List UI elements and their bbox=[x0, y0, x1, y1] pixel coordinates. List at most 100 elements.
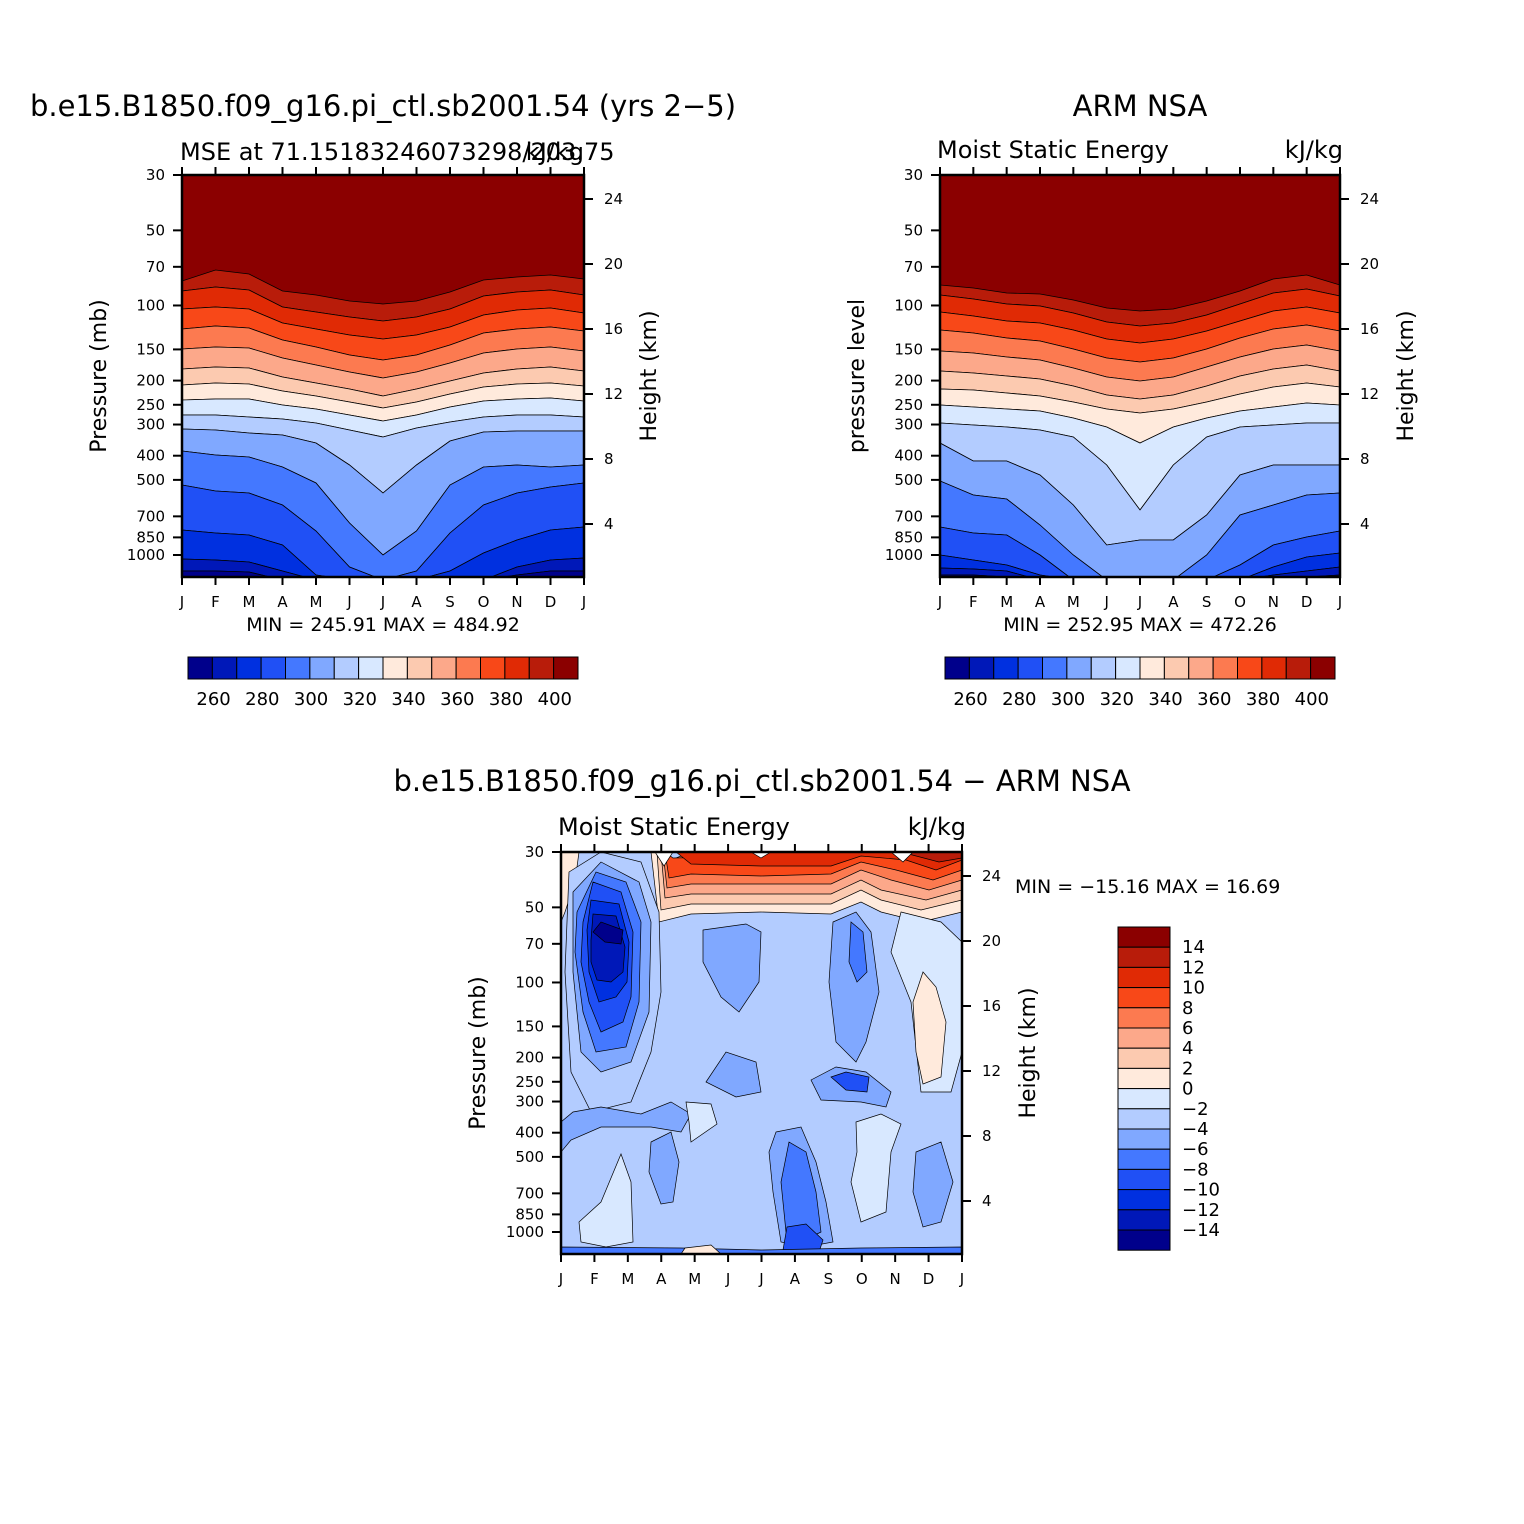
y-tick-label: 50 bbox=[904, 221, 923, 239]
panel-obs-subtitle-right: kJ/kg bbox=[1285, 136, 1343, 164]
colorbar-box bbox=[944, 656, 970, 680]
colorbar-label: 280 bbox=[245, 689, 279, 710]
colorbar-box bbox=[285, 656, 311, 680]
contour-band bbox=[702, 923, 762, 1013]
height-tick-label: 24 bbox=[604, 190, 623, 208]
x-tick-label: D bbox=[923, 1270, 935, 1288]
colorbar-label: 340 bbox=[391, 689, 425, 710]
x-tick-label: D bbox=[545, 593, 557, 611]
y-tick-label: 30 bbox=[525, 843, 544, 861]
colorbar-box bbox=[1117, 1047, 1171, 1069]
colorbar-box bbox=[1117, 1007, 1171, 1029]
y-tick-label: 250 bbox=[136, 396, 165, 414]
height-tick-label: 12 bbox=[604, 385, 623, 403]
y-tick-label: 500 bbox=[136, 471, 165, 489]
contour-band bbox=[750, 852, 772, 859]
colorbar-box bbox=[1188, 656, 1214, 680]
contour-band bbox=[890, 852, 914, 863]
y-tick-label: 700 bbox=[894, 507, 923, 525]
panel-diff-axes: J F M A M J J A S O N D J 30 50 70 100 150 200 250 300 400 500… bbox=[506, 843, 1001, 1288]
y-tick-label: 70 bbox=[146, 258, 165, 276]
colorbar-box bbox=[1139, 656, 1165, 680]
colorbar-label: 380 bbox=[1246, 689, 1280, 710]
y-tick-label: 100 bbox=[136, 296, 165, 314]
colorbar-box bbox=[1115, 656, 1141, 680]
y-tick-label: 1000 bbox=[885, 546, 923, 564]
x-tick-label: S bbox=[445, 593, 455, 611]
contour-band bbox=[685, 1101, 718, 1143]
colorbar-label: 4 bbox=[1182, 1038, 1193, 1059]
panel-diff-ylabel-right: Height (km) bbox=[1016, 987, 1041, 1118]
x-tick-label: O bbox=[856, 1270, 868, 1288]
x-tick-label: F bbox=[590, 1270, 599, 1288]
colorbar-label: 6 bbox=[1182, 1018, 1193, 1039]
height-tick-label: 8 bbox=[1360, 450, 1370, 468]
panel-model-subtitle-right: kJ/kg bbox=[526, 138, 584, 166]
contour-band bbox=[900, 852, 962, 863]
panel-model-ylabel: Pressure (mb) bbox=[87, 299, 112, 453]
colorbar-label: 2 bbox=[1182, 1058, 1193, 1079]
colorbar-label: 300 bbox=[294, 689, 328, 710]
y-tick-label: 1000 bbox=[506, 1223, 544, 1241]
panel-obs-title: ARM NSA bbox=[1073, 89, 1208, 123]
contour-band bbox=[680, 1244, 722, 1254]
panel-obs-colorbar: 260 280 300 320 340 360 380 400 bbox=[944, 656, 1336, 710]
panel-obs-minmax: MIN = 252.95 MAX = 472.26 bbox=[1003, 614, 1277, 636]
x-tick-label: M bbox=[243, 593, 256, 611]
y-tick-label: 150 bbox=[894, 340, 923, 358]
y-tick-label: 50 bbox=[146, 221, 165, 239]
x-tick-label: J bbox=[959, 1270, 964, 1288]
colorbar-label: −6 bbox=[1182, 1139, 1209, 1160]
colorbar-box bbox=[968, 656, 995, 680]
y-tick-label: 70 bbox=[904, 258, 923, 276]
panel-model-minmax: MIN = 245.91 MAX = 484.92 bbox=[246, 614, 520, 636]
x-tick-label: S bbox=[1202, 593, 1212, 611]
y-tick-label: 150 bbox=[136, 340, 165, 358]
colorbar-label: 260 bbox=[953, 689, 987, 710]
panel-diff: b.e15.B1850.f09_g16.pi_ctl.sb2001.54 − A… bbox=[393, 764, 1280, 1288]
colorbar-label: 400 bbox=[1295, 689, 1329, 710]
colorbar-label: −10 bbox=[1182, 1180, 1220, 1201]
height-tick-label: 4 bbox=[1360, 515, 1370, 533]
colorbar-box bbox=[1117, 926, 1171, 948]
contour-band bbox=[705, 1051, 762, 1098]
y-tick-label: 200 bbox=[894, 372, 923, 390]
y-tick-label: 400 bbox=[136, 447, 165, 465]
colorbar-box bbox=[1117, 1088, 1171, 1110]
colorbar-box bbox=[1117, 1229, 1171, 1251]
x-tick-label: J bbox=[725, 1270, 730, 1288]
x-tick-label: M bbox=[1000, 593, 1013, 611]
colorbar-box bbox=[1237, 656, 1263, 680]
colorbar-label: 320 bbox=[1100, 689, 1134, 710]
colorbar-label: 340 bbox=[1148, 689, 1182, 710]
colorbar-label: 300 bbox=[1051, 689, 1085, 710]
colorbar-label: 14 bbox=[1182, 937, 1205, 958]
colorbar-box bbox=[187, 656, 213, 680]
colorbar-box bbox=[1212, 656, 1238, 680]
colorbar-box bbox=[1117, 1168, 1171, 1191]
y-tick-label: 70 bbox=[525, 935, 544, 953]
colorbar-box bbox=[358, 656, 384, 680]
contour-band bbox=[830, 1071, 870, 1093]
x-tick-label: A bbox=[1168, 593, 1179, 611]
contour-band bbox=[654, 852, 674, 867]
panel-model-subtitle-left: MSE at 71.15183246073298/203.75 bbox=[180, 138, 614, 166]
colorbar-label: −8 bbox=[1182, 1159, 1209, 1180]
x-tick-label: J bbox=[179, 593, 184, 611]
y-tick-label: 200 bbox=[136, 372, 165, 390]
x-tick-label: M bbox=[310, 593, 323, 611]
colorbar-label: 8 bbox=[1182, 998, 1193, 1019]
y-tick-label: 500 bbox=[515, 1148, 544, 1166]
contour-band bbox=[912, 1141, 954, 1228]
panel-diff-subtitle-left: Moist Static Energy bbox=[558, 813, 790, 841]
height-tick-label: 16 bbox=[982, 997, 1001, 1015]
y-tick-label: 300 bbox=[515, 1093, 544, 1111]
x-tick-label: J bbox=[1103, 593, 1108, 611]
colorbar-label: −12 bbox=[1182, 1200, 1220, 1221]
colorbar-box bbox=[406, 656, 433, 680]
panel-model-axes: J F M A M J J A S O N D J 30 50 70 100 150 200 250 300 400 500… bbox=[127, 166, 623, 611]
colorbar-label: −4 bbox=[1182, 1119, 1209, 1140]
colorbar-box bbox=[1285, 656, 1312, 680]
y-tick-label: 30 bbox=[904, 166, 923, 184]
